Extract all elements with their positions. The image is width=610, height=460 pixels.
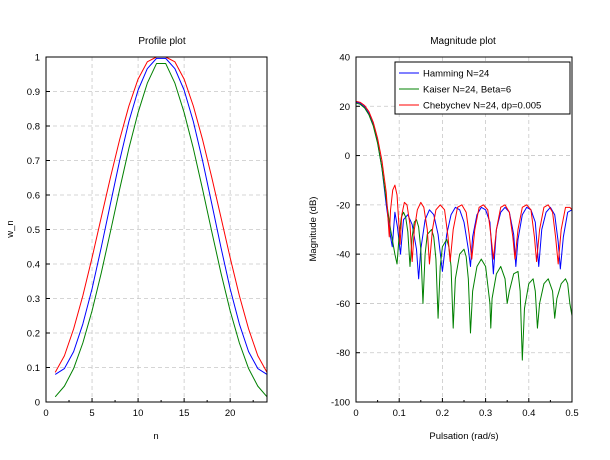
profile-ytick-label: 0.1 [27, 363, 40, 374]
profile-ytick-label: 0.4 [27, 260, 40, 271]
magnitude-plot-title: Magnitude plot [430, 36, 496, 47]
profile-plot-title: Profile plot [138, 36, 185, 47]
profile-xtick-label: 5 [89, 408, 94, 419]
profile-xtick-label: 10 [133, 408, 144, 419]
profile-ytick-label: 0.7 [27, 156, 40, 167]
magnitude-xtick-label: 0.4 [522, 408, 535, 419]
magnitude-xtick-label: 0.1 [393, 408, 406, 419]
magnitude-xtick-label: 0.2 [436, 408, 449, 419]
magnitude-ytick-label: -80 [336, 348, 350, 359]
profile-ytick-label: 0.8 [27, 122, 40, 133]
magnitude-ytick-label: -40 [336, 250, 350, 261]
profile-xtick-label: 20 [225, 408, 236, 419]
profile-plot-xlabel: n [153, 431, 158, 442]
profile-ytick-label: 1 [35, 53, 40, 64]
profile-plot: Profile plot 0 5 10 15 20 0 0.1 0.2 0.3 0.4 0.5 0.6… [5, 36, 268, 442]
magnitude-plot-legend: Hamming N=24 Kaiser N=24, Beta=6 Chebychev… [394, 61, 571, 115]
magnitude-xtick-label: 0 [353, 408, 358, 419]
legend-label-chebychev: Chebychev N=24, dp=0.005 [423, 101, 541, 112]
magnitude-ytick-label: -100 [331, 398, 350, 409]
magnitude-plot: Magnitude plot 0 0.1 0.2 0.3 0.4 0.5 -100 -80 -6… [308, 36, 579, 442]
magnitude-ytick-label: 0 [345, 151, 350, 162]
magnitude-ytick-label: -60 [336, 299, 350, 310]
magnitude-plot-xlabel: Pulsation (rad/s) [429, 431, 498, 442]
profile-xtick-label: 15 [179, 408, 190, 419]
profile-series-hamming [54, 57, 268, 375]
magnitude-ytick-label: 40 [339, 53, 350, 64]
profile-ytick-label: 0.6 [27, 191, 40, 202]
profile-ytick-label: 0.9 [27, 87, 40, 98]
magnitude-ytick-label: 20 [339, 102, 350, 113]
profile-plot-frame [45, 56, 268, 403]
magnitude-xtick-label: 0.5 [565, 408, 578, 419]
profile-plot-ylabel: w_n [5, 220, 16, 238]
profile-ytick-label: 0.5 [27, 225, 40, 236]
magnitude-ytick-label: -20 [336, 200, 350, 211]
profile-ytick-label: 0.2 [27, 329, 40, 340]
profile-ytick-label: 0 [35, 398, 40, 409]
profile-ytick-label: 0.3 [27, 294, 40, 305]
profile-series-kaiser [54, 63, 268, 398]
magnitude-series-hamming [355, 101, 573, 280]
magnitude-plot-ylabel: Magnitude (dB) [308, 197, 319, 262]
profile-series-chebychev [54, 56, 268, 373]
legend-label-kaiser: Kaiser N=24, Beta=6 [423, 85, 511, 96]
legend-label-hamming: Hamming N=24 [423, 69, 489, 80]
legend-box [394, 61, 571, 115]
magnitude-series-chebychev [355, 100, 573, 265]
profile-xtick-label: 0 [43, 408, 48, 419]
magnitude-xtick-label: 0.3 [479, 408, 492, 419]
